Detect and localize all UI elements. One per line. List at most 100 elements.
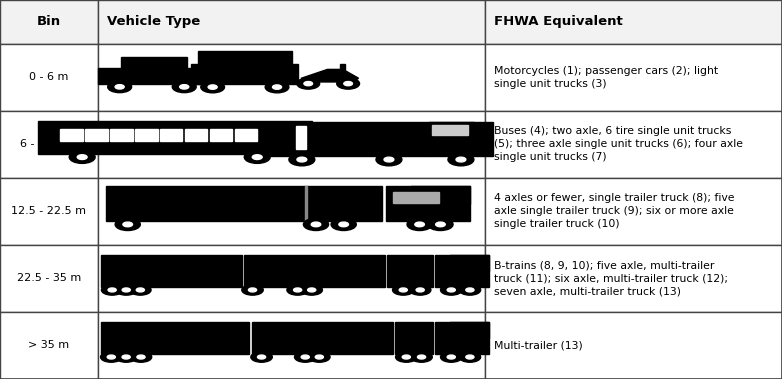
Text: B-trains (8, 9, 10); five axle, multi-trailer
truck (11); six axle, multi-traile: B-trains (8, 9, 10); five axle, multi-tr…	[494, 260, 728, 297]
Circle shape	[107, 355, 116, 359]
Bar	[387, 255, 433, 287]
Bar	[98, 245, 485, 312]
Bar	[485, 44, 782, 111]
Circle shape	[122, 355, 131, 359]
Bar	[106, 186, 382, 221]
Bar	[60, 129, 83, 141]
Bar	[120, 57, 188, 68]
Bar	[485, 178, 782, 245]
Circle shape	[447, 288, 455, 292]
Bar	[38, 121, 312, 154]
Circle shape	[436, 222, 445, 227]
Text: 0 - 6 m: 0 - 6 m	[29, 72, 69, 82]
Circle shape	[115, 218, 140, 230]
Circle shape	[315, 355, 324, 359]
Circle shape	[307, 288, 316, 292]
Circle shape	[251, 352, 272, 362]
Circle shape	[265, 81, 289, 93]
Text: 6 - 12.5 m: 6 - 12.5 m	[20, 139, 77, 149]
Text: Bin: Bin	[37, 15, 61, 28]
Circle shape	[287, 285, 308, 295]
Bar	[98, 44, 485, 111]
Text: Vehicle Type: Vehicle Type	[107, 15, 200, 28]
Text: FHWA Equivalent: FHWA Equivalent	[494, 15, 623, 28]
Circle shape	[253, 155, 262, 160]
Circle shape	[393, 285, 414, 295]
Circle shape	[466, 288, 474, 292]
Circle shape	[273, 85, 282, 89]
Bar	[0, 312, 98, 379]
Circle shape	[70, 151, 95, 163]
Circle shape	[309, 352, 330, 362]
Bar	[98, 0, 485, 44]
Bar	[485, 111, 782, 178]
Circle shape	[344, 81, 353, 86]
Bar	[485, 0, 782, 44]
Text: 22.5 - 35 m: 22.5 - 35 m	[16, 273, 81, 283]
Circle shape	[244, 151, 270, 163]
Circle shape	[337, 78, 360, 89]
Circle shape	[289, 153, 315, 166]
Circle shape	[108, 288, 117, 292]
Text: Multi-trailer (13): Multi-trailer (13)	[494, 340, 583, 351]
Circle shape	[311, 222, 321, 227]
Text: Buses (4); two axle, 6 tire single unit trucks
(5); three axle single unit truck: Buses (4); two axle, 6 tire single unit …	[494, 126, 743, 163]
Circle shape	[122, 288, 131, 292]
Bar	[271, 122, 429, 157]
Circle shape	[137, 355, 145, 359]
Circle shape	[180, 85, 188, 89]
Bar	[393, 193, 439, 203]
Bar	[252, 322, 393, 354]
Polygon shape	[302, 69, 358, 82]
Bar	[198, 52, 292, 64]
Circle shape	[249, 288, 256, 292]
Circle shape	[301, 285, 322, 295]
Circle shape	[466, 355, 474, 359]
Circle shape	[257, 355, 266, 359]
Circle shape	[411, 352, 432, 362]
Bar	[0, 44, 98, 111]
Circle shape	[123, 222, 132, 227]
Circle shape	[116, 285, 137, 295]
Circle shape	[456, 157, 466, 162]
Circle shape	[440, 352, 462, 362]
Circle shape	[116, 352, 137, 362]
Circle shape	[242, 285, 264, 295]
Bar	[0, 111, 98, 178]
Bar	[386, 186, 470, 221]
Circle shape	[293, 288, 302, 292]
Circle shape	[303, 218, 328, 230]
Text: > 35 m: > 35 m	[28, 340, 70, 351]
Circle shape	[448, 153, 474, 166]
Bar	[98, 312, 485, 379]
Polygon shape	[429, 122, 474, 135]
Bar	[305, 186, 307, 221]
Bar	[135, 129, 157, 141]
Circle shape	[384, 157, 394, 162]
Circle shape	[295, 352, 316, 362]
Circle shape	[416, 288, 425, 292]
Text: Motorcycles (1); passenger cars (2); light
single unit trucks (3): Motorcycles (1); passenger cars (2); lig…	[494, 66, 719, 89]
Text: 4 axles or fewer, single trailer truck (8); five
axle single trailer truck (9); : 4 axles or fewer, single trailer truck (…	[494, 193, 735, 230]
Circle shape	[130, 285, 151, 295]
Circle shape	[101, 352, 122, 362]
Circle shape	[201, 81, 224, 93]
Bar	[160, 129, 182, 141]
Circle shape	[297, 78, 320, 89]
Circle shape	[414, 222, 425, 227]
Bar	[101, 322, 249, 354]
Bar	[436, 322, 489, 354]
Circle shape	[208, 85, 217, 89]
Circle shape	[376, 153, 402, 166]
Bar	[110, 129, 133, 141]
Bar	[85, 129, 108, 141]
Bar	[0, 245, 98, 312]
Circle shape	[136, 288, 145, 292]
Bar	[98, 178, 485, 245]
Bar	[0, 0, 98, 44]
Circle shape	[172, 81, 196, 92]
Bar	[436, 255, 489, 287]
Circle shape	[440, 285, 462, 295]
Bar	[340, 64, 345, 70]
Circle shape	[301, 355, 310, 359]
